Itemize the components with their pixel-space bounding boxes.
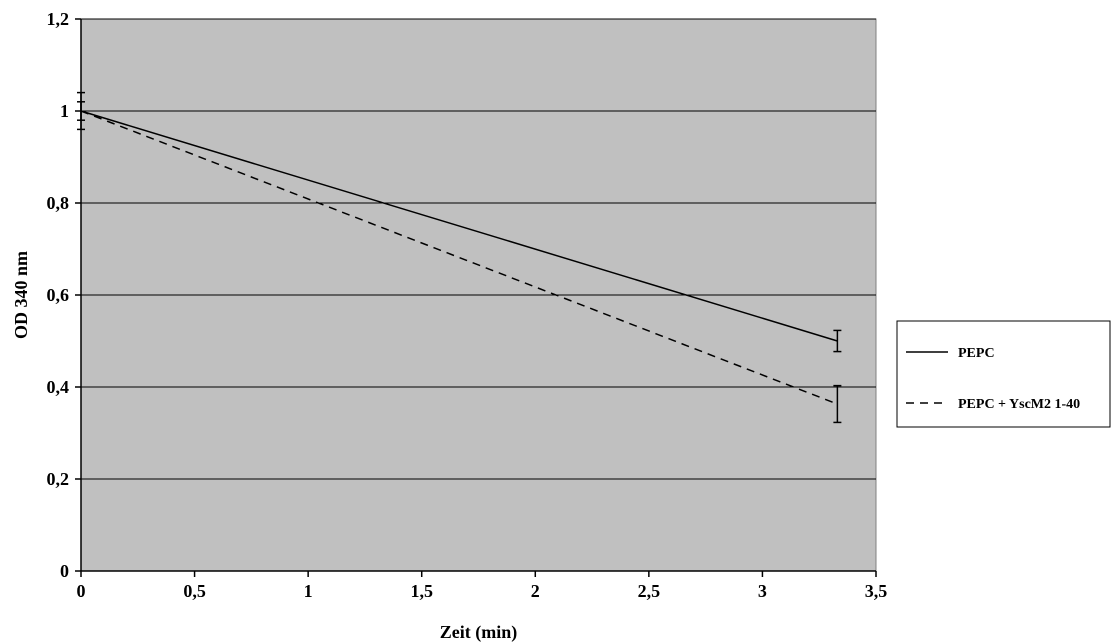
series-line-1 [80, 110, 838, 405]
x-tick-label-3: 1,5 [410, 581, 433, 601]
y-tick-label-3: 0,6 [47, 285, 70, 305]
x-tick-label-1: 0,5 [183, 581, 206, 601]
series-line-0 [80, 110, 838, 342]
error-bar-s0-p1 [833, 329, 842, 353]
y-tick-label-2: 0,4 [47, 377, 70, 397]
legend-label-1: PEPC + YscM2 1-40 [958, 397, 1080, 412]
x-tick-label-7: 3,5 [865, 581, 888, 601]
series-layer [77, 91, 842, 424]
y-axis-title: OD 340 nm [11, 251, 31, 339]
y-tick-label-5: 1 [60, 101, 69, 121]
x-tick-label-2: 1 [304, 581, 313, 601]
x-axis-title: Zeit (min) [440, 622, 517, 642]
y-tick-label-4: 0,8 [47, 193, 70, 213]
y-tick-label-1: 0,2 [47, 469, 70, 489]
y-tick-label-6: 1,2 [47, 9, 70, 29]
gridlines [81, 18, 876, 480]
x-tick-label-4: 2 [531, 581, 540, 601]
y-tick-label-0: 0 [60, 561, 69, 581]
legend-box [896, 320, 1111, 428]
error-bar-s1-p0 [77, 91, 85, 131]
x-tick-label-0: 0 [77, 581, 86, 601]
x-tick-label-5: 2,5 [638, 581, 661, 601]
error-bar-s1-p1 [833, 384, 842, 424]
x-tick-label-6: 3 [758, 581, 767, 601]
legend: PEPC PEPC + YscM2 1-40 [896, 320, 1111, 428]
x-axis-ticks: 0 0,5 1 1,5 2 2,5 3 3,5 [77, 571, 888, 601]
legend-label-0: PEPC [958, 346, 995, 361]
y-axis-ticks: 0 0,2 0,4 0,6 0,8 1 1,2 [47, 9, 81, 581]
